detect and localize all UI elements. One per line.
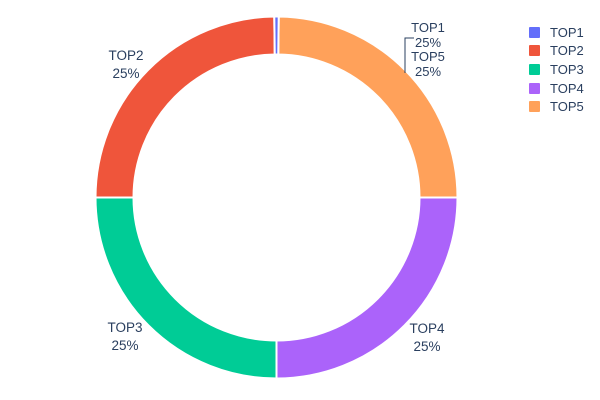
legend: TOP1 TOP2 TOP3 TOP4 TOP5 (529, 23, 584, 116)
legend-swatch-top1 (529, 26, 540, 38)
slice-label-top2-name: TOP2 (108, 48, 144, 63)
slice-label-top3-name: TOP3 (107, 320, 143, 335)
legend-label-top4: TOP4 (550, 80, 584, 96)
slice-label-top1-percent: 25% (414, 34, 442, 50)
slice-label-callout-top1-top5: TOP1 25% TOP5 25% (411, 20, 445, 79)
legend-item-top1[interactable]: TOP1 (529, 23, 584, 42)
legend-item-top2[interactable]: TOP2 (529, 42, 584, 61)
legend-label-top3: TOP3 (550, 61, 584, 77)
slice-label-top5-percent: 25% (414, 63, 442, 79)
legend-swatch-top3 (529, 63, 540, 75)
legend-swatch-top5 (529, 101, 540, 113)
pie-slice-top5[interactable] (277, 15, 459, 199)
pie-slice-top3[interactable] (94, 196, 278, 380)
legend-item-top3[interactable]: TOP3 (529, 60, 584, 79)
legend-swatch-top2 (529, 45, 540, 57)
legend-label-top5: TOP5 (550, 99, 584, 115)
legend-item-top4[interactable]: TOP4 (529, 79, 584, 98)
pie-slice-top4[interactable] (275, 196, 459, 380)
slice-label-top5-name: TOP5 (411, 49, 445, 64)
legend-label-top2: TOP2 (550, 43, 584, 59)
slice-label-top4-name: TOP4 (409, 321, 445, 336)
legend-item-top5[interactable]: TOP5 (529, 97, 584, 116)
pie-slice-top1[interactable] (273, 15, 280, 56)
slice-label-top2-percent: 25% (112, 66, 140, 81)
label-leader-line (404, 37, 414, 73)
pie-slice-top2[interactable] (94, 15, 276, 199)
legend-label-top1: TOP1 (550, 24, 584, 40)
slice-label-top1-name: TOP1 (411, 20, 445, 35)
slice-label-top3: TOP3 25% (107, 319, 142, 355)
slice-label-top4: TOP4 25% (409, 320, 444, 356)
slice-label-top2: TOP2 25% (108, 47, 143, 83)
legend-swatch-top4 (529, 82, 540, 94)
slice-label-top3-percent: 25% (111, 338, 139, 353)
slice-label-top4-percent: 25% (413, 339, 441, 354)
